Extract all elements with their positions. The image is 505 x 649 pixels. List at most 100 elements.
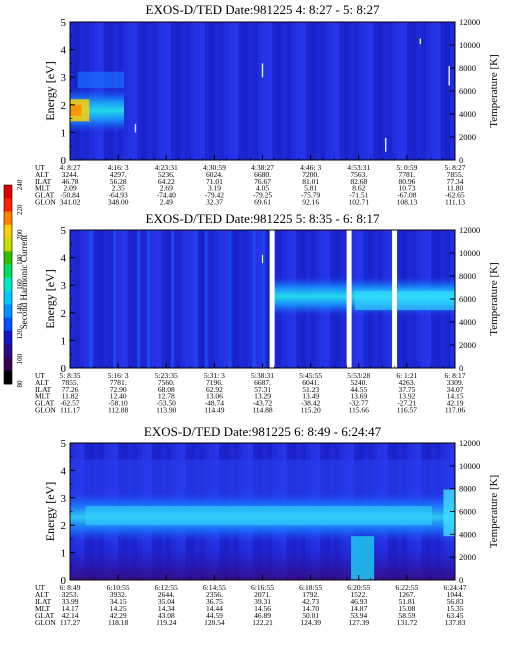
ephemeris-value: 13.49 — [302, 392, 319, 401]
ephemeris-value: 15.08 — [398, 604, 415, 613]
ephemeris-row-label: UT — [35, 583, 45, 592]
flux-stripe — [387, 22, 393, 160]
colorbar-segment — [4, 277, 12, 292]
plot-area — [70, 230, 455, 368]
flux-stripe — [411, 22, 417, 160]
ephemeris-value: -50.84 — [60, 191, 80, 200]
ephemeris-value: 71.01 — [206, 177, 223, 186]
ephemeris-row-label: GLAT — [35, 191, 55, 200]
flux-stripe — [402, 22, 408, 160]
ephemeris-value: 6687. — [254, 378, 271, 387]
flux-stripe — [397, 22, 403, 160]
flux-stripe — [214, 22, 220, 160]
flux-streak — [252, 230, 256, 368]
colorbar-segment — [4, 357, 12, 372]
colorbar-segment — [4, 185, 12, 199]
ephemeris-value: 11.82 — [62, 392, 79, 401]
flux-stripe — [84, 230, 90, 368]
flux-stripe — [142, 230, 148, 368]
ephemeris-value: 56.83 — [447, 597, 464, 606]
flux-stripe — [320, 22, 326, 160]
ephemeris-value: 131.72 — [397, 618, 418, 627]
flux-stripe — [122, 22, 129, 160]
ephemeris-row-label: GLAT — [35, 611, 55, 620]
y-tick-label: 0 — [61, 155, 67, 167]
flux-stripe — [94, 230, 100, 368]
ephemeris-value: 50.01 — [302, 611, 319, 620]
ephemeris-value: 77.26 — [62, 385, 79, 394]
flux-stripe — [296, 22, 302, 160]
ephemeris-value: 46.89 — [254, 611, 271, 620]
ephemeris-value: 348.00 — [108, 198, 129, 207]
flux-stripe — [195, 22, 201, 160]
flux-stripe — [281, 22, 288, 160]
flux-stripe — [199, 22, 206, 160]
y-tick-label: 0 — [61, 575, 67, 587]
flux-stripe — [315, 22, 321, 160]
ephemeris-value: 14.25 — [110, 604, 127, 613]
ephemeris-value: 42.19 — [447, 399, 464, 408]
flux-stripe — [310, 22, 316, 160]
colorbar-tick-label: 120 — [16, 329, 24, 340]
flux-stripe — [199, 230, 206, 368]
y2-tick-label: 0 — [459, 363, 463, 373]
flux-stripe — [127, 22, 134, 160]
ephemeris-value: 3932. — [110, 590, 127, 599]
y2-tick-label: 12000 — [459, 225, 480, 235]
flux-stripe — [132, 22, 138, 160]
ephemeris-value: 14.87 — [350, 604, 367, 613]
ephemeris-value: 4.05 — [256, 184, 269, 193]
ephemeris-value: 72.90 — [110, 385, 127, 394]
y2-tick-label: 6000 — [459, 294, 476, 304]
flux-streak — [194, 230, 198, 368]
flux-stripe — [416, 22, 422, 160]
ephemeris-row-label: MLT — [35, 604, 51, 613]
ephemeris-value: 2356. — [206, 590, 223, 599]
ephemeris-value: 57.31 — [254, 385, 271, 394]
flux-stripe — [190, 22, 196, 160]
colorbar-segment — [4, 317, 12, 332]
ephemeris-value: 5:23:35 — [155, 371, 178, 380]
flux-stripe — [156, 230, 162, 368]
ephemeris-value: 114.49 — [204, 406, 225, 415]
ephemeris-value: 51.23 — [302, 385, 319, 394]
ephemeris-value: 5:31: 3 — [204, 371, 225, 380]
flux-stripe — [166, 230, 172, 368]
flux-stripe — [166, 22, 172, 160]
flux-stripe — [406, 22, 413, 160]
ephemeris-value: 14.17 — [62, 604, 79, 613]
colorbar-tick-label: 240 — [16, 179, 24, 190]
ephemeris-value: -74.40 — [157, 191, 177, 200]
ephemeris-value: 6:24:47 — [444, 583, 467, 592]
ephemeris-value: 2.09 — [63, 184, 76, 193]
colorbar-frame — [3, 184, 13, 385]
flux-streak — [147, 230, 150, 368]
ephemeris-value: 5: 8:35 — [59, 371, 80, 380]
ephemeris-value: 7560. — [158, 378, 175, 387]
flux-stripe — [70, 230, 76, 368]
colorbar-tick-label: 200 — [16, 229, 24, 240]
ephemeris-row-label: UT — [35, 371, 45, 380]
flux-stripe — [219, 22, 225, 160]
flux-stripe — [445, 22, 451, 160]
ephemeris-value: -79.25 — [253, 191, 273, 200]
y2-tick-label: 2000 — [459, 552, 476, 562]
ephemeris-value: 46.93 — [350, 597, 367, 606]
ephemeris-value: 6:18:55 — [299, 583, 322, 592]
ephemeris-value: 13.06 — [206, 392, 223, 401]
ephemeris-value: 2071. — [254, 590, 271, 599]
ephemeris-value: 6:16:55 — [251, 583, 274, 592]
ephemeris-value: -64.93 — [108, 191, 128, 200]
flux-stripe — [161, 230, 167, 368]
y2-tick-label: 10000 — [459, 40, 480, 50]
flux-stripe — [252, 230, 259, 368]
flux-streak — [228, 230, 232, 368]
ephemeris-value: 5: 8:27 — [444, 163, 465, 172]
flux-stripe — [382, 22, 389, 160]
flux-stripe — [79, 230, 85, 368]
ephemeris-value: 14.56 — [254, 604, 271, 613]
flux-stripe — [180, 22, 186, 160]
y2-tick-label: 8000 — [459, 271, 476, 281]
ephemeris-value: 112.88 — [108, 406, 129, 415]
ephemeris-value: 6024. — [206, 170, 223, 179]
